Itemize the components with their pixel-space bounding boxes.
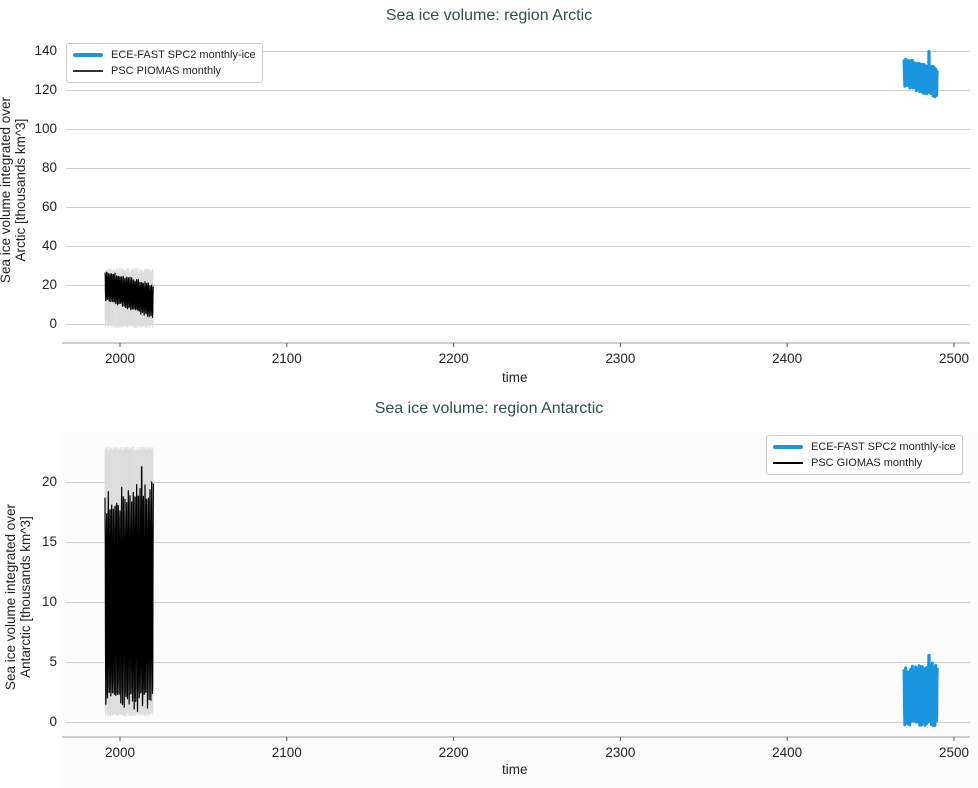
x-tick-label: 2400: [772, 351, 803, 366]
antarctic-chart-title: Sea ice volume: region Antarctic: [374, 400, 604, 417]
y-tick-label: 140: [34, 42, 57, 58]
y-tick-label: 0: [49, 315, 57, 331]
legend-item-obs: PSC GIOMAS monthly: [773, 455, 956, 471]
antarctic-panel: Sea ice volume: region Antarctic Sea ice…: [0, 392, 978, 788]
arctic-legend: ECE-FAST SPC2 monthly-ice PSC PIOMAS mon…: [66, 43, 263, 83]
x-tick-label: 2000: [104, 745, 136, 760]
series-0: [902, 50, 939, 99]
y-tick-label: 100: [34, 120, 57, 136]
y-tick-label: 10: [41, 593, 57, 609]
x-tick-label: 2100: [271, 745, 302, 760]
arctic-panel: Sea ice volume: region Arctic Sea ice vo…: [0, 0, 978, 392]
y-tick-label: 15: [41, 533, 57, 549]
series-1: [104, 446, 154, 717]
x-tick-label: 2200: [438, 745, 469, 760]
series-1: [104, 267, 154, 329]
legend-item-obs: PSC PIOMAS monthly: [73, 63, 256, 79]
legend-item-model: ECE-FAST SPC2 monthly-ice: [73, 47, 256, 63]
x-tick-label: 2500: [938, 351, 970, 366]
legend-item-model: ECE-FAST SPC2 monthly-ice: [773, 439, 956, 455]
legend-swatch-model: [773, 445, 803, 449]
x-tick-label: 2500: [938, 745, 970, 760]
arctic-plot-area: [62, 50, 970, 347]
x-tick-label: 2200: [438, 351, 469, 366]
legend-swatch-model: [73, 53, 103, 57]
arctic-x-axis-label: time: [502, 370, 528, 385]
x-tick-label: 2400: [772, 745, 803, 760]
series-0: [902, 653, 939, 728]
antarctic-panel-background: [60, 432, 978, 788]
y-tick-label: 60: [41, 198, 57, 214]
legend-swatch-obs: [773, 462, 803, 464]
x-tick-label: 2000: [104, 351, 136, 366]
y-tick-label: 40: [41, 237, 57, 253]
x-tick-label: 2300: [605, 745, 636, 760]
legend-swatch-obs: [73, 70, 103, 72]
y-tick-label: 80: [41, 159, 57, 175]
antarctic-plot-area: [62, 446, 970, 741]
antarctic-legend: ECE-FAST SPC2 monthly-ice PSC GIOMAS mon…: [766, 435, 963, 475]
y-tick-label: 0: [49, 713, 57, 729]
y-tick-label: 20: [41, 473, 57, 489]
arctic-chart-title: Sea ice volume: region Arctic: [385, 7, 593, 24]
y-tick-label: 20: [41, 276, 57, 292]
antarctic-x-axis-label: time: [502, 762, 528, 777]
y-tick-label: 120: [34, 81, 57, 97]
x-tick-label: 2300: [605, 351, 636, 366]
y-tick-label: 5: [49, 653, 57, 669]
x-tick-label: 2100: [271, 351, 302, 366]
